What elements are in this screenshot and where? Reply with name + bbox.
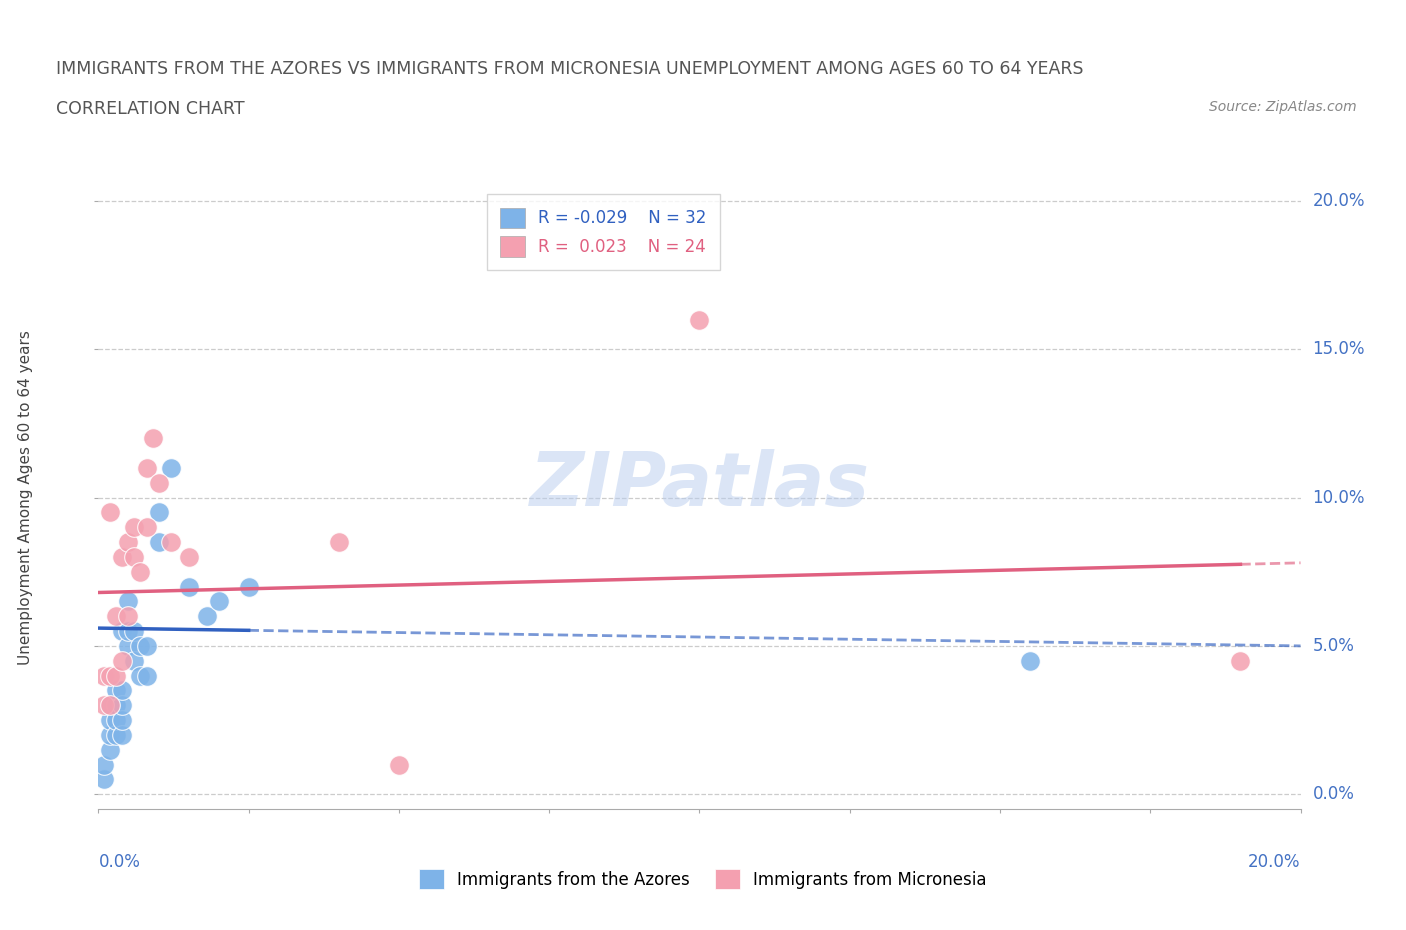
Point xyxy=(100,698,122,712)
Point xyxy=(117,594,139,609)
Point xyxy=(135,668,157,683)
Text: 5.0%: 5.0% xyxy=(1313,637,1354,655)
Point xyxy=(177,579,200,594)
Point xyxy=(124,624,146,639)
Point xyxy=(105,727,128,742)
Point xyxy=(208,594,231,609)
Point xyxy=(111,683,134,698)
Text: CORRELATION CHART: CORRELATION CHART xyxy=(56,100,245,117)
Point xyxy=(117,609,139,624)
Point xyxy=(177,550,200,565)
Point xyxy=(117,639,139,654)
Point xyxy=(129,565,152,579)
Point xyxy=(135,460,157,475)
Point xyxy=(111,624,134,639)
Point xyxy=(93,772,115,787)
Point xyxy=(124,653,146,668)
Point xyxy=(111,727,134,742)
Point xyxy=(111,550,134,565)
Point xyxy=(105,683,128,698)
Point xyxy=(688,312,710,327)
Point xyxy=(1229,653,1251,668)
Point xyxy=(100,505,122,520)
Point xyxy=(388,757,411,772)
Text: 20.0%: 20.0% xyxy=(1249,853,1301,870)
Point xyxy=(111,653,134,668)
Point xyxy=(105,698,128,712)
Point xyxy=(238,579,260,594)
Text: Unemployment Among Ages 60 to 64 years: Unemployment Among Ages 60 to 64 years xyxy=(18,330,32,665)
Text: 0.0%: 0.0% xyxy=(98,853,141,870)
Point xyxy=(100,742,122,757)
Point xyxy=(129,668,152,683)
Text: ZIPatlas: ZIPatlas xyxy=(530,448,869,522)
Text: 20.0%: 20.0% xyxy=(1313,192,1365,210)
Point xyxy=(159,460,181,475)
Point xyxy=(148,475,170,490)
Point xyxy=(159,535,181,550)
Text: Source: ZipAtlas.com: Source: ZipAtlas.com xyxy=(1209,100,1357,113)
Point xyxy=(93,668,115,683)
Point xyxy=(135,639,157,654)
Point xyxy=(111,712,134,727)
Point xyxy=(105,609,128,624)
Legend: Immigrants from the Azores, Immigrants from Micronesia: Immigrants from the Azores, Immigrants f… xyxy=(412,862,994,897)
Point xyxy=(117,624,139,639)
Point xyxy=(100,698,122,712)
Point xyxy=(100,712,122,727)
Point xyxy=(129,639,152,654)
Point xyxy=(195,609,218,624)
Point xyxy=(100,668,122,683)
Text: 15.0%: 15.0% xyxy=(1313,340,1365,358)
Point xyxy=(328,535,350,550)
Point xyxy=(93,757,115,772)
Point xyxy=(124,520,146,535)
Point xyxy=(105,712,128,727)
Text: 10.0%: 10.0% xyxy=(1313,488,1365,507)
Point xyxy=(148,535,170,550)
Point xyxy=(93,698,115,712)
Point xyxy=(124,550,146,565)
Point xyxy=(117,535,139,550)
Text: 0.0%: 0.0% xyxy=(1313,785,1354,804)
Point xyxy=(111,698,134,712)
Point xyxy=(135,520,157,535)
Text: IMMIGRANTS FROM THE AZORES VS IMMIGRANTS FROM MICRONESIA UNEMPLOYMENT AMONG AGES: IMMIGRANTS FROM THE AZORES VS IMMIGRANTS… xyxy=(56,60,1084,78)
Point xyxy=(141,431,163,445)
Legend: R = -0.029    N = 32, R =  0.023    N = 24: R = -0.029 N = 32, R = 0.023 N = 24 xyxy=(486,194,720,270)
Point xyxy=(1019,653,1042,668)
Point xyxy=(148,505,170,520)
Point xyxy=(105,668,128,683)
Point xyxy=(100,727,122,742)
